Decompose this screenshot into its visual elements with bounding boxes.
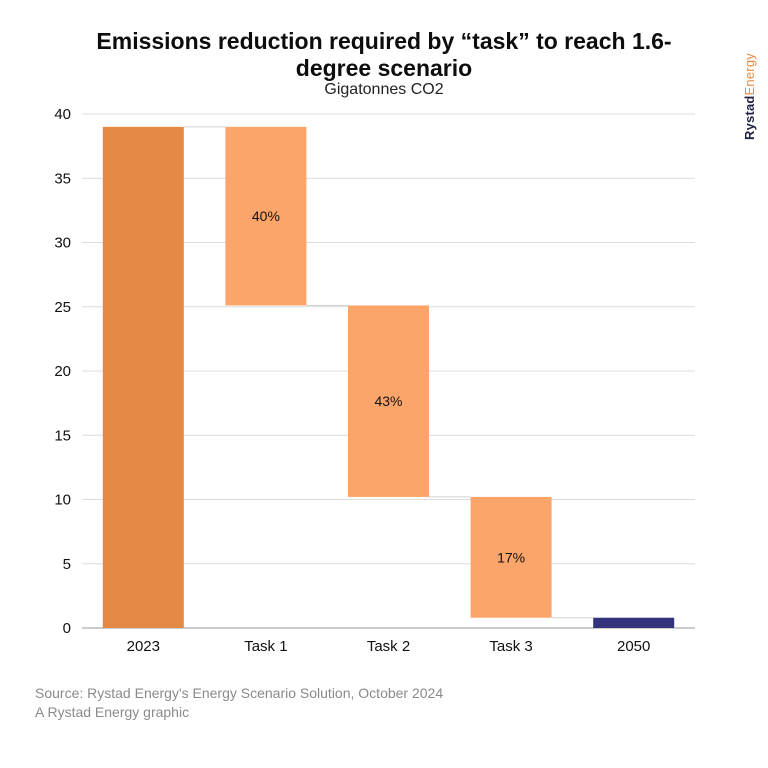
y-tick-label: 5 bbox=[63, 556, 71, 573]
x-tick-label: Task 1 bbox=[244, 638, 287, 655]
y-tick-label: 10 bbox=[54, 492, 71, 509]
y-tick-label: 20 bbox=[54, 363, 71, 380]
y-tick-label: 0 bbox=[63, 620, 71, 637]
y-tick-label: 30 bbox=[54, 235, 71, 252]
y-tick-label: 25 bbox=[54, 299, 71, 316]
source-note: Source: Rystad Energy's Energy Scenario … bbox=[35, 685, 444, 701]
bar-task-2 bbox=[348, 305, 429, 497]
x-tick-label: 2050 bbox=[617, 638, 650, 655]
chart-subtitle: Gigatonnes CO2 bbox=[324, 81, 444, 98]
bar-value-label: 17% bbox=[497, 549, 525, 565]
footer: Source: Rystad Energy's Energy Scenario … bbox=[35, 684, 443, 722]
bar-task-3 bbox=[470, 496, 552, 618]
y-tick-label: 35 bbox=[54, 170, 71, 187]
bar-task-1 bbox=[225, 126, 307, 306]
x-tick-label: 2023 bbox=[127, 638, 160, 655]
bar-value-label: 43% bbox=[374, 393, 402, 409]
y-tick-label: 15 bbox=[54, 427, 71, 444]
x-tick-label: Task 3 bbox=[489, 638, 532, 655]
x-tick-label: Task 2 bbox=[367, 638, 410, 655]
y-tick-label: 40 bbox=[54, 106, 71, 123]
bar-value-label: 40% bbox=[252, 208, 280, 224]
bar-2023 bbox=[102, 126, 184, 628]
bar-2050 bbox=[593, 617, 675, 628]
chart-title: Emissions reduction required by “task” t… bbox=[96, 28, 672, 81]
credit-note: A Rystad Energy graphic bbox=[35, 704, 190, 720]
